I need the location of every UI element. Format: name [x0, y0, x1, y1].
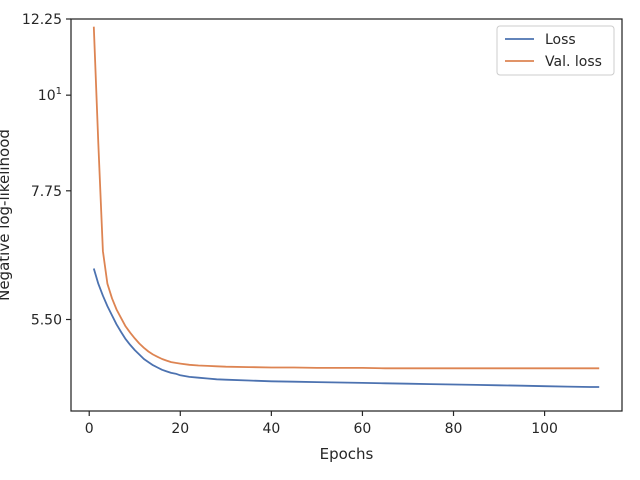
x-tick-label: 60 — [354, 421, 372, 437]
legend-label-val-loss: Val. loss — [545, 54, 602, 70]
y-tick-label-base: 10 — [38, 88, 56, 104]
x-tick-label: 20 — [171, 421, 189, 437]
series-line-val-loss — [92, 26, 600, 370]
x-axis-label: Epochs — [320, 445, 374, 463]
y-tick-label: 12.25 — [22, 12, 62, 28]
legend-label-loss: Loss — [545, 32, 576, 48]
x-tick-label: 40 — [262, 421, 280, 437]
series-line-loss — [92, 268, 600, 388]
x-axis: 0 20 40 60 80 100 — [85, 411, 558, 437]
x-tick-label: 0 — [85, 421, 94, 437]
y-tick-label-exponent: 1 — [56, 86, 62, 97]
x-tick-label: 80 — [445, 421, 463, 437]
y-tick-label: 5.50 — [31, 313, 62, 329]
legend: Loss Val. loss — [496, 25, 615, 76]
y-tick-label: 7.75 — [31, 184, 62, 200]
y-axis-label: Negative log-likelihood — [0, 129, 13, 301]
y-tick-label: 101 — [38, 86, 62, 104]
plot-frame — [70, 18, 623, 412]
y-axis: 5.50 7.75 101 12.25 — [22, 12, 71, 329]
x-tick-label: 100 — [531, 421, 558, 437]
series-layer — [92, 26, 600, 388]
